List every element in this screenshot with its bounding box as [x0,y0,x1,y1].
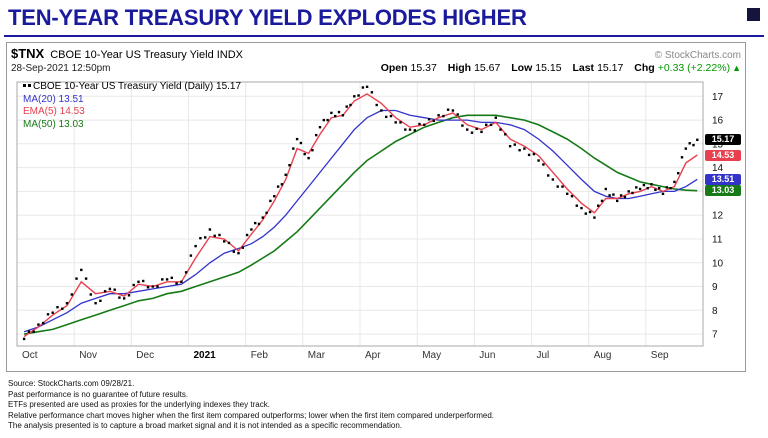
ema5-line [23,93,698,338]
x-tick-label: 2021 [194,350,217,361]
x-tick-label: Nov [79,350,97,361]
ma50-line [23,114,698,335]
price-tag-13.03: 13.03 [705,185,741,197]
footnote-line: ETFs presented are used as proxies for t… [8,400,270,410]
footnote-line: The analysis presented is to capture a b… [8,421,402,431]
corner-marker-icon [747,8,760,21]
quote-row: 28-Sep-2021 12:50pm Open 15.37 High 15.67 … [11,62,741,74]
chg-value: +0.33 (+2.22%) [657,62,731,74]
title-underline [4,35,764,37]
last-value: 15.17 [597,62,624,74]
x-tick-label: Aug [594,350,612,361]
low-label: Low [511,62,533,74]
x-tick-label: Oct [22,350,38,361]
footnote-line: Source: StockCharts.com 09/28/21. [8,379,135,388]
x-tick-label: May [422,350,441,361]
quote-line: Open 15.37 High 15.67 Low 15.15 Last 15.17 C… [381,62,741,74]
open-label: Open [380,62,408,74]
high-value: 15.67 [474,62,501,74]
legend-ma20: MA(20) 13.51 [23,93,84,105]
y-tick-label: 8 [712,306,718,317]
page-title: TEN-YEAR TREASURY YIELD EXPLODES HIGHER [8,5,527,30]
price-tag-13.51: 13.51 [705,173,741,185]
chart-header-row: $TNX CBOE 10-Year US Treasury Yield INDX… [11,46,741,61]
chg-label: Chg [634,62,655,74]
title-row: TEN-YEAR TREASURY YIELD EXPLODES HIGHER [0,0,768,31]
low-value: 15.15 [535,62,562,74]
y-tick-label: 12 [712,211,724,222]
legend-ema5: EMA(5) 14.53 [23,106,85,117]
y-tick-label: 10 [712,258,724,269]
disclaimer-block: Source: StockCharts.com 09/28/21. Past p… [8,379,768,432]
chart-panel: $TNX CBOE 10-Year US Treasury Yield INDX… [6,42,746,372]
legend-ma50: MA(50) 13.03 [23,118,84,130]
price-chart: 7891011121314151617OctNovDec2021FebMarAp… [16,81,724,361]
y-tick-label: 7 [712,330,718,341]
legend-main: CBOE 10-Year US Treasury Yield (Daily) 1… [23,81,241,94]
x-tick-label: Sep [651,350,669,361]
x-tick-label: Mar [308,350,326,361]
x-tick-label: Jun [479,350,495,361]
y-tick-label: 16 [712,116,724,127]
footnote-line: Relative performance chart moves higher … [8,410,494,420]
x-tick-label: Dec [136,350,154,361]
copyright: © StockCharts.com [654,50,741,61]
high-label: High [447,62,472,74]
plot-area: 7891011121314151617OctNovDec2021FebMarAp… [11,76,741,368]
price-tag-14.53: 14.53 [705,149,741,161]
index-name: CBOE 10-Year US Treasury Yield INDX [50,49,244,61]
open-value: 15.37 [410,62,437,74]
y-tick-label: 11 [712,235,723,246]
last-label: Last [572,62,595,74]
price-dot-marker-icon [23,83,26,87]
timestamp: 28-Sep-2021 12:50pm [11,63,111,74]
price-dot-marker-icon [28,83,31,87]
y-tick-label: 14 [712,163,724,174]
footnote-line: Past performance is no guarantee of futu… [8,389,189,399]
price-dots [22,85,699,341]
x-tick-label: Apr [365,350,381,361]
y-tick-label: 17 [712,92,724,103]
y-tick-label: 9 [712,282,718,293]
ma20-line [23,109,698,333]
up-arrow-icon: ▲ [732,63,741,73]
price-tag-15.17: 15.17 [705,134,741,146]
x-tick-label: Feb [251,350,269,361]
chart-legend: CBOE 10-Year US Treasury Yield (Daily) 1… [23,81,241,131]
x-tick-label: Jul [537,350,550,361]
ticker-symbol: $TNX [11,46,45,61]
legend-main-label: CBOE 10-Year US Treasury Yield (Daily) 1… [33,81,242,92]
